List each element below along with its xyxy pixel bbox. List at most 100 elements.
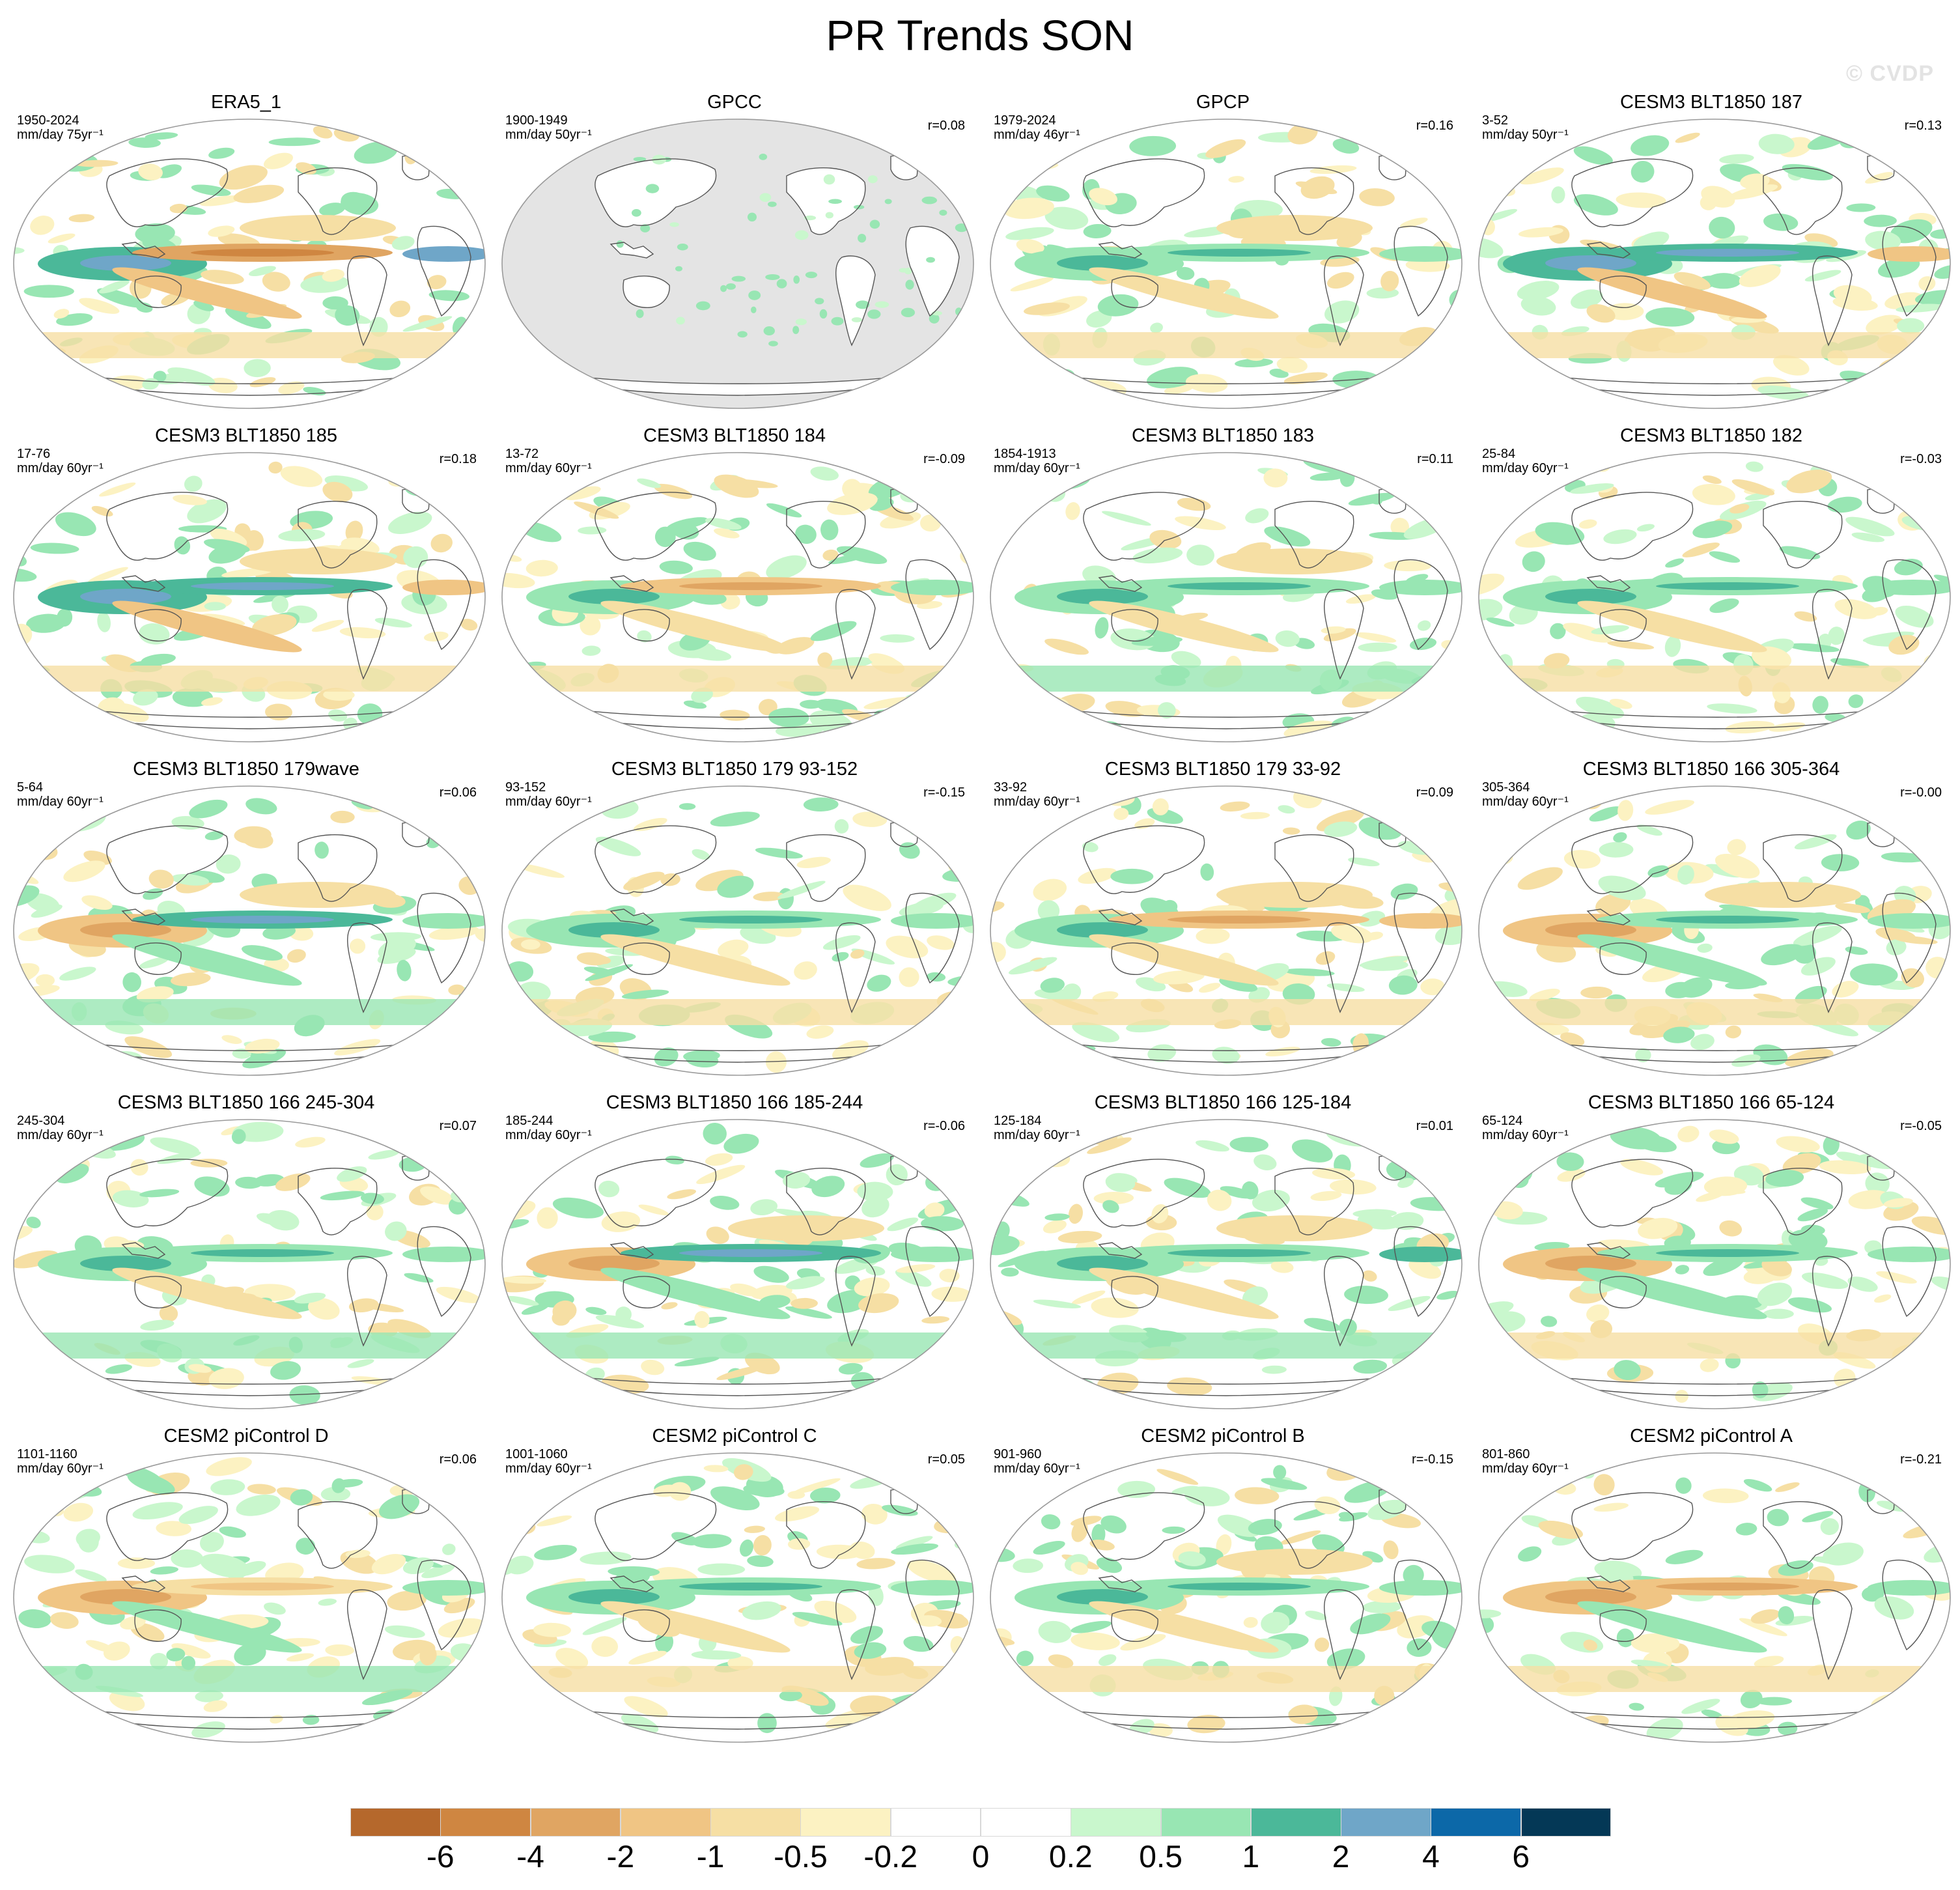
trend-blob <box>671 1532 699 1545</box>
north-pacific-feature <box>240 882 396 908</box>
trend-blob <box>1834 599 1878 619</box>
trend-blob <box>843 884 891 911</box>
trend-blob <box>720 285 727 292</box>
trend-blob <box>1098 1654 1117 1666</box>
map-svg <box>13 1119 486 1409</box>
trend-blob <box>1421 1677 1455 1696</box>
panel-units: mm/day 60yr⁻¹ <box>994 795 1080 809</box>
trend-blob <box>14 1386 35 1394</box>
trend-blob <box>14 1250 59 1269</box>
trend-blob <box>1593 1474 1615 1496</box>
map-field <box>502 453 973 742</box>
panel-units: mm/day 60yr⁻¹ <box>505 1128 592 1142</box>
trend-blob <box>1175 516 1226 531</box>
trend-blob <box>1856 1722 1905 1739</box>
spcz-feature <box>112 267 302 319</box>
trend-blob <box>201 614 245 626</box>
trend-blob <box>502 1015 532 1030</box>
coastline <box>595 492 717 561</box>
trend-blob <box>697 1563 746 1576</box>
trend-blob <box>1024 302 1070 315</box>
coastline <box>1274 500 1354 569</box>
trend-blob <box>588 1031 636 1043</box>
trend-blob <box>1438 1469 1455 1478</box>
trend-blob <box>1326 1648 1365 1670</box>
trend-blob <box>921 1316 950 1324</box>
trend-blob <box>456 1141 483 1152</box>
trend-blob <box>675 266 683 272</box>
coastline <box>1324 255 1364 346</box>
trend-blob <box>1681 1699 1720 1714</box>
trend-blob <box>787 1491 805 1499</box>
trend-blob <box>1044 638 1089 655</box>
trend-blob <box>1731 1054 1761 1067</box>
colorbar-tick-label: 0 <box>972 1840 990 1874</box>
trend-blob <box>665 1155 684 1164</box>
north-pacific-feature <box>240 215 396 241</box>
trend-blob <box>941 716 973 731</box>
coastline <box>134 1276 182 1308</box>
panel-period: 17-76 <box>17 447 51 461</box>
trend-blob <box>581 645 601 656</box>
trend-blob <box>360 1192 384 1204</box>
trend-blob <box>1479 477 1524 497</box>
coastline <box>1571 825 1694 894</box>
trend-blob <box>24 157 63 170</box>
trend-blob <box>1655 1172 1704 1188</box>
map-svg <box>13 119 486 409</box>
panel-period: 1900-1949 <box>505 113 568 128</box>
trend-blob <box>1556 1152 1584 1171</box>
map-panel: CESM2 piControl D 1101-1160 mm/day 60yr⁻¹ r… <box>5 1425 487 1743</box>
trend-blob <box>753 1535 772 1556</box>
warm-pool-core <box>80 922 171 938</box>
panel-units: mm/day 50yr⁻¹ <box>1482 128 1569 142</box>
trend-blob <box>85 132 99 148</box>
trend-blob <box>296 162 316 175</box>
coastline <box>1083 825 1205 894</box>
trend-blob <box>1071 1521 1088 1542</box>
panel-units: mm/day 60yr⁻¹ <box>1482 795 1569 809</box>
trend-blob <box>395 387 417 399</box>
trend-blob <box>1408 1374 1451 1392</box>
map-border <box>501 1452 974 1743</box>
trend-blob <box>926 257 935 263</box>
trend-blob <box>99 280 130 294</box>
trend-blob <box>1728 184 1778 200</box>
trend-blob <box>455 1138 485 1148</box>
coastline <box>1324 1589 1364 1680</box>
trend-blob <box>377 948 416 964</box>
trend-blob <box>245 798 277 815</box>
coastline <box>1393 1559 1448 1651</box>
trend-blob <box>1665 1549 1703 1564</box>
map-field <box>990 1120 1462 1409</box>
trend-blob <box>1778 1721 1798 1736</box>
coastline <box>905 892 960 984</box>
trend-blob <box>32 1380 49 1402</box>
trend-blob <box>1750 1609 1780 1624</box>
coastline <box>623 275 670 308</box>
trend-blob <box>1557 1169 1586 1182</box>
warm-pool-core <box>80 1256 171 1271</box>
trend-blob <box>1647 865 1670 878</box>
trend-blob <box>287 949 306 963</box>
spcz-feature <box>112 600 302 653</box>
trend-blob <box>348 1298 379 1313</box>
map-field <box>1479 119 1950 408</box>
colorbar-tick-label: -0.2 <box>863 1840 918 1874</box>
trend-blob <box>1009 1158 1043 1172</box>
coastline <box>786 834 866 902</box>
coastline <box>1111 275 1158 308</box>
coastline <box>1599 942 1647 975</box>
trend-blob <box>1603 529 1637 544</box>
trend-blob <box>616 240 624 248</box>
trend-blob <box>836 546 888 565</box>
trend-blob <box>574 501 619 519</box>
trend-blob <box>1576 696 1625 719</box>
trend-blob <box>35 974 55 987</box>
trend-blob <box>1026 1469 1059 1489</box>
southern-band <box>502 1666 973 1692</box>
trend-blob <box>1610 1126 1662 1150</box>
coastline <box>1393 559 1448 651</box>
coastline <box>121 1242 166 1259</box>
trend-blob <box>1709 1129 1739 1144</box>
